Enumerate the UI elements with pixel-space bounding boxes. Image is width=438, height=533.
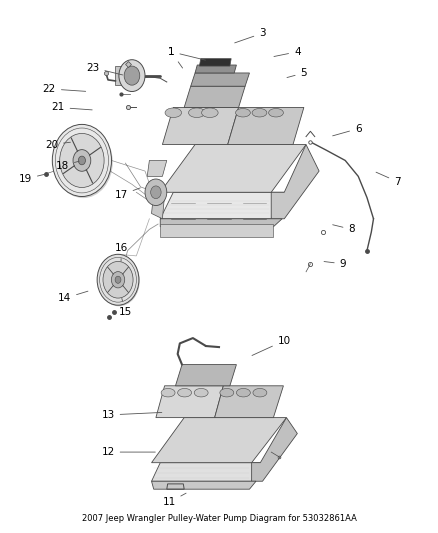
Ellipse shape	[268, 109, 283, 117]
Ellipse shape	[201, 108, 218, 117]
Text: 19: 19	[19, 174, 44, 184]
Polygon shape	[152, 192, 165, 219]
Text: 3: 3	[235, 28, 266, 43]
Circle shape	[78, 156, 85, 165]
Text: 15: 15	[119, 298, 132, 317]
Text: 21: 21	[51, 102, 92, 112]
Polygon shape	[184, 86, 245, 108]
Ellipse shape	[161, 389, 175, 397]
Text: 8: 8	[333, 224, 355, 235]
Text: 5: 5	[287, 68, 307, 78]
Polygon shape	[199, 59, 231, 66]
Polygon shape	[160, 144, 306, 192]
Text: 23: 23	[86, 63, 123, 75]
Text: 18: 18	[56, 161, 79, 171]
Polygon shape	[160, 192, 284, 219]
Text: 20: 20	[45, 140, 71, 150]
Circle shape	[111, 272, 125, 288]
Polygon shape	[228, 108, 304, 144]
Ellipse shape	[178, 389, 191, 397]
Circle shape	[145, 179, 167, 206]
Circle shape	[97, 254, 139, 305]
Text: 7: 7	[376, 172, 401, 187]
Ellipse shape	[253, 389, 267, 397]
Text: 10: 10	[252, 336, 291, 356]
Text: 12: 12	[101, 447, 155, 457]
Circle shape	[52, 124, 112, 197]
Polygon shape	[152, 463, 260, 481]
Text: 14: 14	[58, 291, 88, 303]
Polygon shape	[176, 365, 237, 386]
Text: 22: 22	[42, 84, 86, 94]
Circle shape	[103, 261, 133, 298]
Polygon shape	[195, 65, 237, 73]
Polygon shape	[147, 160, 167, 176]
Circle shape	[119, 60, 145, 92]
Polygon shape	[160, 224, 273, 237]
Text: 6: 6	[332, 124, 362, 136]
Circle shape	[124, 66, 140, 85]
Polygon shape	[160, 219, 282, 227]
Text: 13: 13	[101, 410, 162, 420]
Text: 2007 Jeep Wrangler Pulley-Water Pump Diagram for 53032861AA: 2007 Jeep Wrangler Pulley-Water Pump Dia…	[81, 514, 357, 523]
Text: 1: 1	[168, 47, 183, 68]
Ellipse shape	[188, 108, 205, 117]
Ellipse shape	[220, 389, 234, 397]
Polygon shape	[191, 73, 250, 86]
Ellipse shape	[165, 108, 182, 117]
Ellipse shape	[252, 109, 267, 117]
Polygon shape	[152, 481, 256, 489]
Text: 9: 9	[324, 259, 346, 269]
Circle shape	[53, 126, 113, 198]
Polygon shape	[215, 386, 283, 418]
Circle shape	[73, 150, 91, 171]
Polygon shape	[271, 144, 319, 219]
Polygon shape	[152, 418, 286, 463]
Polygon shape	[115, 66, 127, 85]
Circle shape	[115, 276, 121, 284]
Polygon shape	[156, 386, 223, 418]
Ellipse shape	[237, 389, 251, 397]
Circle shape	[151, 186, 161, 199]
Text: 1: 1	[168, 47, 205, 60]
Ellipse shape	[236, 109, 251, 117]
Circle shape	[60, 133, 104, 188]
Polygon shape	[252, 418, 297, 481]
Text: 11: 11	[162, 493, 186, 507]
Text: 17: 17	[114, 188, 140, 200]
Polygon shape	[162, 108, 239, 144]
Ellipse shape	[194, 389, 208, 397]
Circle shape	[98, 255, 140, 306]
Text: 16: 16	[114, 243, 128, 261]
Text: 4: 4	[274, 47, 300, 56]
